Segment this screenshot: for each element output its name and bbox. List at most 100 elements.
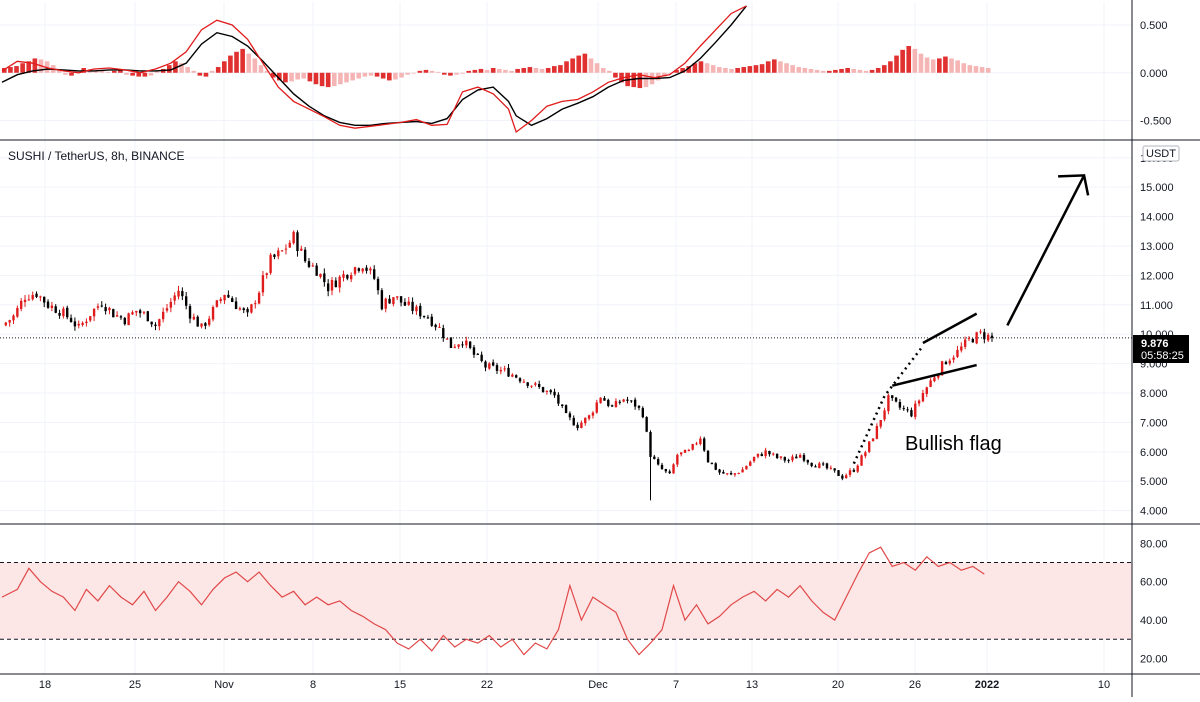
macd-histogram-bar <box>533 68 539 73</box>
candle-body <box>603 398 606 401</box>
candle-body <box>703 438 706 451</box>
candle-body <box>161 311 165 320</box>
candle-body <box>62 308 65 317</box>
macd-histogram-bar <box>20 63 25 73</box>
macd-histogram-bar <box>979 67 985 73</box>
macd-histogram-bar <box>882 65 887 73</box>
candle-body <box>752 456 756 462</box>
candle-body <box>741 469 744 473</box>
candle-body <box>177 290 180 297</box>
candle-body <box>231 298 234 302</box>
candle-body <box>718 469 721 473</box>
candle-body <box>568 413 572 418</box>
macd-histogram-bar <box>900 49 905 73</box>
macd-histogram-bar <box>215 67 221 73</box>
candle-body <box>699 438 702 445</box>
candle-body <box>710 462 714 464</box>
price-panel <box>0 174 1132 501</box>
candle-body <box>342 274 345 278</box>
candle-body <box>311 265 315 267</box>
candle-body <box>649 432 652 457</box>
candle-body <box>250 304 253 313</box>
candle-body <box>672 464 675 474</box>
macd-histogram-bar <box>643 72 649 88</box>
macd-histogram-bar <box>442 72 447 75</box>
macd-histogram-bar <box>600 68 606 73</box>
macd-histogram-bar <box>558 65 563 73</box>
candle-body <box>288 242 291 248</box>
macd-histogram-bar <box>112 70 117 73</box>
macd-histogram-bar <box>894 55 899 73</box>
candle-body <box>346 274 349 279</box>
last-price-label: 9.876 <box>1141 338 1169 350</box>
macd-histogram-bar <box>930 59 936 73</box>
candle-body <box>284 248 288 250</box>
macd-histogram-bar <box>380 72 386 79</box>
candle-body <box>292 231 295 244</box>
candle-body <box>933 377 936 382</box>
candle-body <box>192 316 196 320</box>
macd-histogram-bar <box>820 70 826 73</box>
candle-body <box>825 463 829 469</box>
candle-body <box>664 469 668 472</box>
x-tick-label: Dec <box>588 679 608 691</box>
candle-body <box>729 472 733 475</box>
macd-histogram-bar <box>295 72 300 80</box>
macd-histogram-bar <box>69 72 74 76</box>
candle-body <box>775 453 779 458</box>
candle-body <box>135 310 138 313</box>
candle-body <box>883 410 886 420</box>
candle-body <box>104 307 107 312</box>
candle-body <box>722 471 725 474</box>
macd-histogram-bar <box>741 67 747 73</box>
candle-body <box>150 321 153 325</box>
macd-histogram-bar <box>613 72 618 78</box>
candle-body <box>211 307 215 320</box>
candle-body <box>756 453 760 457</box>
macd-histogram-bar <box>289 72 294 82</box>
pair-title: SUSHI / TetherUS, 8h, BINANCE <box>8 149 185 163</box>
macd-histogram-bar <box>167 65 172 73</box>
macd-histogram-bar <box>680 68 685 73</box>
macd-histogram-bar <box>454 72 459 75</box>
candle-body <box>430 316 433 326</box>
candle-body <box>85 321 88 324</box>
candle-body <box>472 347 476 355</box>
candle-body <box>181 291 184 297</box>
candle-body <box>503 368 506 370</box>
macd-histogram-bar <box>704 63 710 73</box>
macd-histogram-bar <box>283 72 288 83</box>
macd-histogram-bar <box>662 72 667 77</box>
candle-body <box>683 449 687 453</box>
candle-body <box>384 298 387 309</box>
candle-body <box>108 307 111 311</box>
macd-histogram-bar <box>545 68 551 73</box>
macd-histogram-bar <box>301 72 307 79</box>
candle-body <box>538 383 541 388</box>
candle-body <box>814 466 817 468</box>
macd-histogram-bar <box>759 64 765 73</box>
macd-histogram-bar <box>937 58 942 73</box>
candle-body <box>860 455 863 466</box>
candle-body <box>660 464 664 470</box>
candle-body <box>215 300 219 307</box>
macd-histogram-bar <box>368 72 374 76</box>
candle-body <box>914 403 917 417</box>
macd-histogram-bar <box>142 72 148 77</box>
macd-histogram-bar <box>478 68 484 73</box>
candle-body <box>303 249 307 262</box>
candle-body <box>618 401 621 403</box>
macd-histogram-bar <box>765 61 771 73</box>
macd-histogram-bar <box>423 69 429 73</box>
candle-body <box>403 301 407 306</box>
candle-body <box>361 268 364 272</box>
candle-body <box>522 381 526 383</box>
macd-histogram-bar <box>796 67 802 73</box>
candle-body <box>783 457 786 461</box>
macd-histogram-bar <box>686 66 692 73</box>
macd-histogram-bar <box>435 71 441 73</box>
candle-body <box>802 454 806 461</box>
candle-body <box>269 254 272 273</box>
candle-body <box>868 441 871 452</box>
